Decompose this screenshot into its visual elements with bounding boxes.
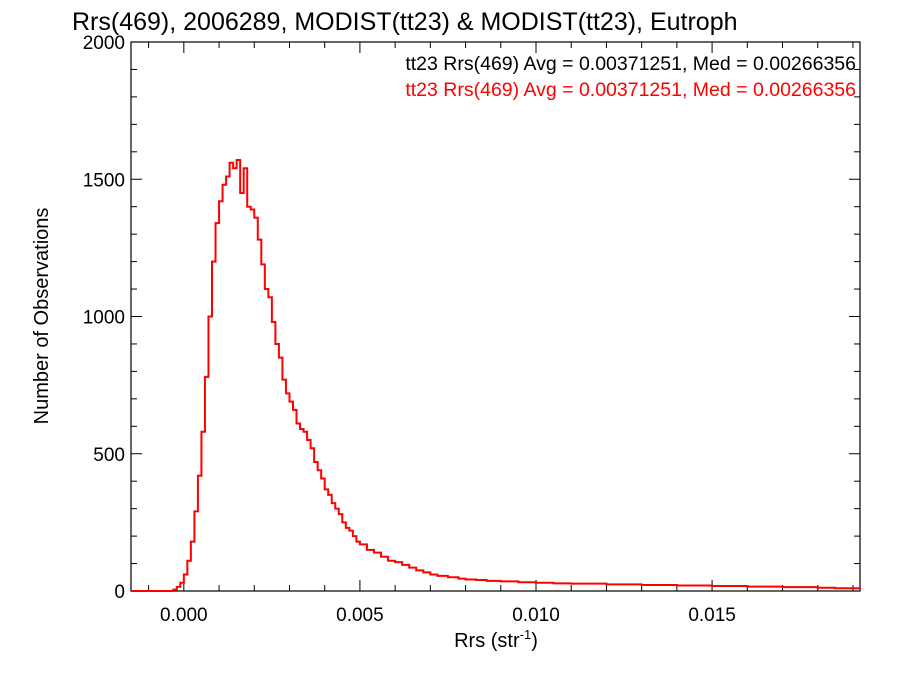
y-tick-label: 500 xyxy=(93,445,125,466)
x-axis-title-superscript: -1 xyxy=(520,627,532,642)
x-axis-title-end: ) xyxy=(531,630,538,652)
y-tick-label: 0 xyxy=(114,582,125,603)
y-tick-label: 2000 xyxy=(83,33,125,54)
y-tick-labels: 0 500 1000 1500 2000 xyxy=(83,33,125,603)
y-tick-label: 1000 xyxy=(83,308,125,329)
chart-title: Rrs(469), 2006289, MODIST(tt23) & MODIST… xyxy=(72,8,738,36)
y-tick-label: 1500 xyxy=(83,170,125,191)
x-tick-label: 0.000 xyxy=(160,605,208,626)
x-tick-labels: 0.000 0.005 0.010 0.015 xyxy=(160,605,736,626)
x-tick-label: 0.015 xyxy=(688,605,736,626)
series-layer xyxy=(131,159,861,592)
x-axis-title: Rrs (str-1) xyxy=(454,627,538,652)
legend-entry-1: tt23 Rrs(469) Avg = 0.00371251, Med = 0.… xyxy=(405,53,856,75)
axis-ticks xyxy=(131,41,860,592)
x-tick-label: 0.005 xyxy=(336,605,384,626)
x-tick-label: 0.010 xyxy=(512,605,560,626)
y-axis-title: Number of Observations xyxy=(31,208,53,425)
plot-frame xyxy=(130,41,861,592)
plot-border xyxy=(130,41,861,592)
histogram-series-line xyxy=(131,159,861,592)
legend-entry-2: tt23 Rrs(469) Avg = 0.00371251, Med = 0.… xyxy=(405,79,856,101)
x-axis-title-main: Rrs (str xyxy=(454,630,520,652)
